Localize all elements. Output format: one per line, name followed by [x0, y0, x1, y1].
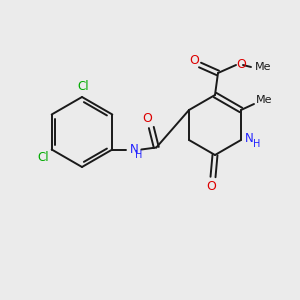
Text: Me: Me: [256, 95, 272, 105]
Text: Cl: Cl: [77, 80, 89, 94]
Text: N: N: [244, 131, 253, 145]
Text: H: H: [253, 139, 261, 149]
Text: O: O: [236, 58, 246, 70]
Text: N: N: [130, 143, 139, 156]
Text: Cl: Cl: [37, 151, 49, 164]
Text: H: H: [135, 151, 142, 160]
Text: O: O: [189, 53, 199, 67]
Text: O: O: [142, 112, 152, 125]
Text: O: O: [206, 179, 216, 193]
Text: Me: Me: [255, 62, 271, 72]
